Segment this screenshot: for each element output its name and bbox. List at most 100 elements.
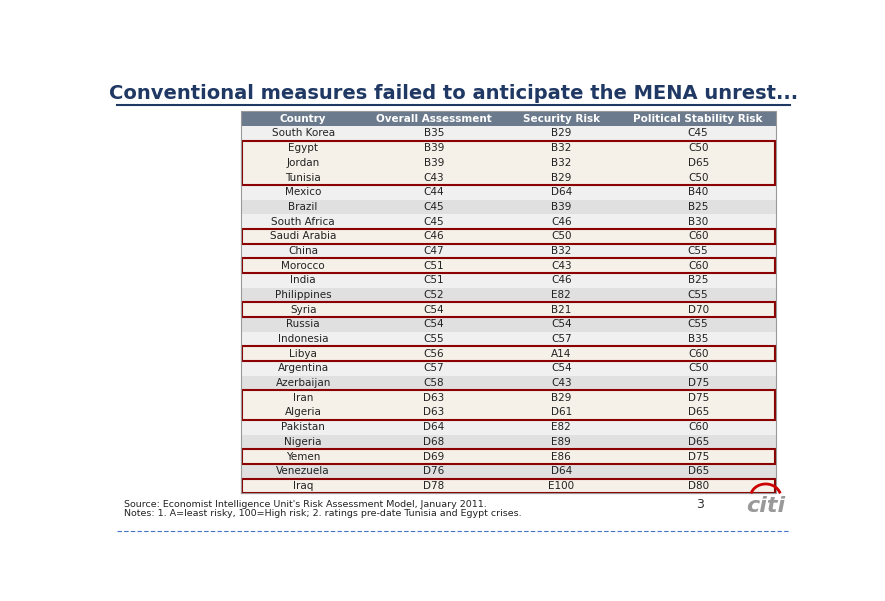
Text: Overall Assessment: Overall Assessment xyxy=(376,114,492,124)
Text: Syria: Syria xyxy=(290,305,317,315)
Text: E82: E82 xyxy=(551,422,571,432)
Bar xyxy=(241,449,776,464)
Text: C57: C57 xyxy=(551,334,572,344)
Text: Iran: Iran xyxy=(293,393,313,403)
Text: C57: C57 xyxy=(423,364,444,373)
Bar xyxy=(241,126,776,141)
Text: D68: D68 xyxy=(423,437,444,447)
Text: Security Risk: Security Risk xyxy=(523,114,600,124)
Text: C44: C44 xyxy=(423,188,444,197)
Text: Notes: 1. A=least risky, 100=High risk; 2. ratings pre-date Tunisia and Egypt cr: Notes: 1. A=least risky, 100=High risk; … xyxy=(124,510,522,519)
Text: C54: C54 xyxy=(551,319,572,329)
Bar xyxy=(242,141,775,185)
Text: B29: B29 xyxy=(551,172,572,183)
Bar xyxy=(241,317,776,332)
Bar xyxy=(241,200,776,214)
Text: C54: C54 xyxy=(423,305,444,315)
Text: Mexico: Mexico xyxy=(285,188,321,197)
Text: C43: C43 xyxy=(551,378,572,388)
Text: C55: C55 xyxy=(688,246,709,256)
Bar xyxy=(241,258,776,273)
Text: Pakistan: Pakistan xyxy=(281,422,325,432)
Text: C60: C60 xyxy=(688,261,708,270)
Text: E82: E82 xyxy=(551,290,571,300)
Bar xyxy=(242,478,775,493)
Text: Indonesia: Indonesia xyxy=(278,334,328,344)
Text: B39: B39 xyxy=(424,143,444,153)
Text: C54: C54 xyxy=(423,319,444,329)
Text: Political Stability Risk: Political Stability Risk xyxy=(634,114,763,124)
Text: C46: C46 xyxy=(551,275,572,285)
Text: Libya: Libya xyxy=(289,349,317,359)
Text: B30: B30 xyxy=(688,216,708,227)
Bar xyxy=(241,170,776,185)
Text: D61: D61 xyxy=(550,407,572,418)
Text: South Korea: South Korea xyxy=(272,129,335,138)
Text: C51: C51 xyxy=(423,275,444,285)
Text: E100: E100 xyxy=(548,481,574,491)
Text: C51: C51 xyxy=(423,261,444,270)
Text: C46: C46 xyxy=(551,216,572,227)
Text: Saudi Arabia: Saudi Arabia xyxy=(270,231,336,241)
Bar xyxy=(241,391,776,405)
Text: C55: C55 xyxy=(688,319,709,329)
Text: D65: D65 xyxy=(688,158,709,168)
Text: D69: D69 xyxy=(423,451,444,462)
Bar xyxy=(242,258,775,273)
Text: China: China xyxy=(289,246,318,256)
Bar xyxy=(241,420,776,435)
Text: C56: C56 xyxy=(423,349,444,359)
Bar xyxy=(241,435,776,449)
Text: D76: D76 xyxy=(423,466,444,476)
Bar xyxy=(241,332,776,346)
Text: C47: C47 xyxy=(423,246,444,256)
Text: Country: Country xyxy=(280,114,327,124)
Bar xyxy=(241,376,776,391)
Text: Russia: Russia xyxy=(287,319,320,329)
Text: Tunisia: Tunisia xyxy=(285,172,321,183)
Bar xyxy=(241,302,776,317)
Text: Algeria: Algeria xyxy=(285,407,321,418)
Bar xyxy=(241,243,776,258)
Text: C45: C45 xyxy=(423,202,444,212)
Text: B35: B35 xyxy=(688,334,708,344)
Text: Source: Economist Intelligence Unit's Risk Assessment Model, January 2011.: Source: Economist Intelligence Unit's Ri… xyxy=(124,500,487,509)
Text: B32: B32 xyxy=(551,246,572,256)
Bar xyxy=(241,229,776,243)
Text: C50: C50 xyxy=(688,172,708,183)
Text: C52: C52 xyxy=(423,290,444,300)
Text: C50: C50 xyxy=(688,364,708,373)
Bar xyxy=(241,361,776,376)
Text: C60: C60 xyxy=(688,231,708,241)
Text: Azerbaijan: Azerbaijan xyxy=(275,378,331,388)
Text: B35: B35 xyxy=(424,129,444,138)
Text: B32: B32 xyxy=(551,143,572,153)
Bar xyxy=(242,302,775,317)
Text: D70: D70 xyxy=(688,305,709,315)
Text: Morocco: Morocco xyxy=(281,261,325,270)
Bar xyxy=(241,478,776,493)
Text: Conventional measures failed to anticipate the MENA unrest...: Conventional measures failed to anticipa… xyxy=(109,84,798,103)
Text: Brazil: Brazil xyxy=(289,202,318,212)
Bar xyxy=(241,156,776,170)
Text: C45: C45 xyxy=(688,129,709,138)
Text: E86: E86 xyxy=(551,451,571,462)
Text: D80: D80 xyxy=(688,481,709,491)
Text: D75: D75 xyxy=(688,393,709,403)
Text: Egypt: Egypt xyxy=(289,143,318,153)
Text: Philippines: Philippines xyxy=(275,290,332,300)
Text: South Africa: South Africa xyxy=(272,216,335,227)
Text: D63: D63 xyxy=(423,393,444,403)
Text: C58: C58 xyxy=(423,378,444,388)
Text: D64: D64 xyxy=(550,188,572,197)
Bar xyxy=(241,111,776,126)
Bar xyxy=(241,273,776,288)
Text: D64: D64 xyxy=(550,466,572,476)
Text: B40: B40 xyxy=(688,188,708,197)
Text: B32: B32 xyxy=(551,158,572,168)
Text: Venezuela: Venezuela xyxy=(276,466,330,476)
Text: India: India xyxy=(290,275,316,285)
Text: D65: D65 xyxy=(688,407,709,418)
Text: E89: E89 xyxy=(551,437,571,447)
Text: C43: C43 xyxy=(423,172,444,183)
